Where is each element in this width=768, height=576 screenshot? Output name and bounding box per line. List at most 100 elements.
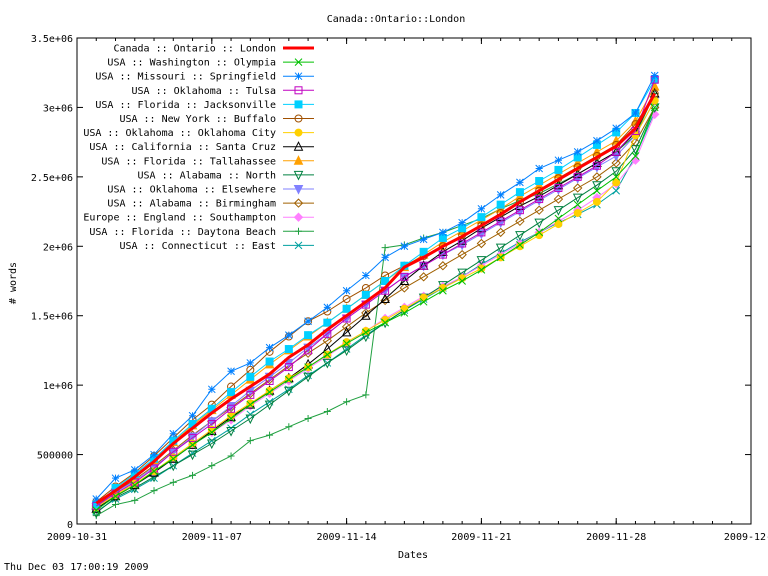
data-point [535, 164, 544, 173]
data-point [304, 317, 312, 326]
data-point [438, 261, 448, 271]
data-point [323, 318, 332, 327]
data-point [611, 167, 622, 177]
x-tick-label: 2009-11-21 [451, 532, 511, 543]
data-point [206, 417, 217, 427]
data-point [418, 272, 429, 282]
plot-frame [76, 37, 752, 525]
data-point [150, 487, 158, 495]
y-tick-label: 1e+06 [43, 381, 73, 392]
data-point [284, 386, 294, 397]
data-point [343, 398, 351, 406]
data-point [573, 200, 582, 209]
data-point [265, 386, 274, 395]
data-point [150, 450, 158, 459]
y-tick-label: 1.5e+06 [31, 312, 73, 323]
data-point [457, 268, 467, 279]
legend-label: Europe :: England :: Southampton [83, 213, 276, 224]
series-line [96, 93, 656, 517]
data-point [246, 372, 255, 381]
legend-label: USA :: Oklahoma :: Oklahoma City [83, 128, 276, 139]
data-point [246, 359, 255, 367]
data-point [264, 400, 275, 411]
data-point [592, 163, 602, 173]
legend-label: USA :: New York :: Buffalo [119, 114, 276, 125]
x-tick-label: 2009-11-28 [586, 532, 646, 543]
data-point [245, 388, 256, 399]
data-point [361, 308, 371, 318]
data-point [188, 440, 197, 449]
data-point [516, 178, 524, 187]
legend-marker [294, 72, 303, 81]
data-point [631, 131, 640, 140]
data-point [265, 343, 274, 352]
data-point [495, 218, 506, 229]
data-point [593, 186, 601, 195]
data-point [419, 297, 428, 306]
data-point [246, 390, 255, 399]
data-point [284, 374, 293, 383]
legend-label: USA :: Alabama :: North [138, 170, 276, 181]
data-point [612, 173, 621, 181]
data-point [553, 194, 564, 204]
data-point [592, 172, 602, 182]
data-point [419, 235, 428, 244]
data-point [131, 496, 139, 504]
data-point [457, 240, 467, 251]
legend-marker [294, 128, 303, 137]
legend-marker [294, 241, 303, 250]
data-point [304, 363, 312, 371]
data-point [246, 400, 255, 409]
data-point [573, 208, 582, 217]
legend-marker [294, 86, 303, 95]
data-point [419, 247, 428, 256]
data-point [477, 264, 486, 273]
data-point [111, 474, 120, 483]
data-point [439, 228, 447, 237]
data-point [226, 401, 236, 412]
data-point [477, 228, 486, 237]
data-point [362, 391, 370, 399]
legend-marker [293, 170, 304, 181]
data-point [573, 148, 582, 156]
data-point [457, 249, 467, 260]
data-point [612, 186, 621, 195]
data-point [515, 242, 524, 251]
data-point [572, 174, 583, 184]
data-point [573, 172, 582, 181]
data-point [285, 423, 293, 431]
data-point [535, 228, 544, 237]
data-point [572, 183, 583, 193]
data-point [169, 478, 177, 486]
data-point [399, 283, 410, 293]
data-point [188, 433, 197, 442]
series-0 [95, 92, 657, 505]
legend-label: USA :: Alabama :: Birmingham [107, 199, 276, 210]
data-point [495, 227, 506, 238]
data-point [150, 467, 158, 476]
data-point [592, 161, 601, 170]
legend-label: USA :: Florida :: Jacksonville [95, 100, 276, 111]
data-point [342, 338, 351, 347]
data-point [515, 197, 524, 206]
data-point [284, 331, 293, 340]
series-4 [92, 75, 659, 509]
data-point [323, 350, 332, 359]
data-point [534, 218, 544, 229]
data-point [92, 495, 101, 503]
data-point [515, 200, 525, 211]
legend-label: USA :: Florida :: Daytona Beach [89, 227, 276, 238]
y-tick-label: 3.5e+06 [31, 34, 73, 45]
data-point [458, 277, 466, 285]
data-point [227, 414, 235, 423]
data-point [284, 375, 293, 384]
data-point [246, 399, 255, 408]
data-point [265, 376, 274, 385]
data-point [341, 322, 352, 332]
data-point [496, 200, 505, 209]
data-point [650, 71, 659, 80]
y-tick-label: 500000 [37, 451, 73, 462]
chart-title: Canada::Ontario::London [327, 14, 465, 25]
data-point [612, 147, 621, 156]
